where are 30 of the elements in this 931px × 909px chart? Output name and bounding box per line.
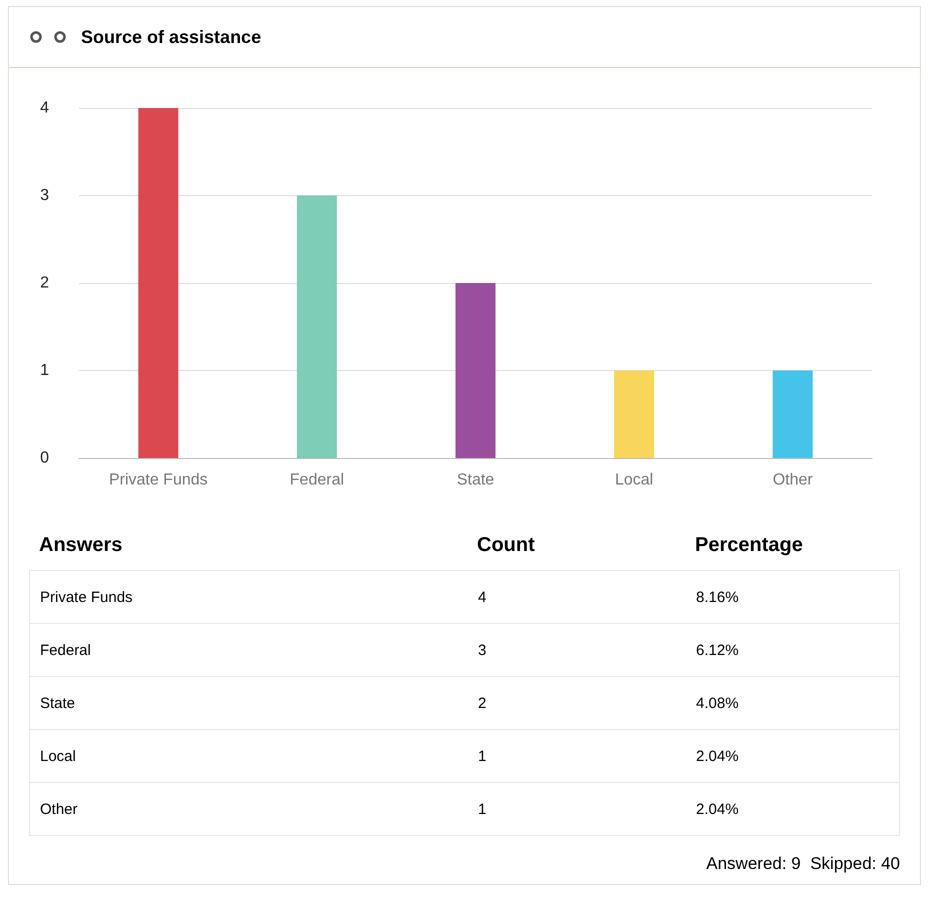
text: 4 bbox=[468, 570, 686, 624]
text: Answers bbox=[39, 534, 124, 556]
chart-title: Source of assistance bbox=[81, 26, 262, 48]
text: 6.12% bbox=[686, 624, 900, 676]
text: 3 bbox=[468, 624, 686, 676]
category-label: State bbox=[40, 694, 76, 712]
category-label: Private Funds bbox=[40, 588, 133, 606]
text: 2.04% bbox=[686, 782, 900, 836]
x-tick-label: Local bbox=[614, 472, 654, 488]
text: 2.04% bbox=[686, 730, 900, 782]
text: 8.16% bbox=[686, 570, 900, 624]
text: Answered: 9 Skipped: 40 bbox=[705, 854, 900, 874]
text: 1 bbox=[468, 782, 686, 836]
x-tick-label: Other bbox=[772, 472, 814, 488]
y-tick-label: 2 bbox=[40, 274, 50, 292]
text: Percentage bbox=[695, 534, 803, 556]
y-tick-label: 4 bbox=[40, 100, 50, 116]
category-label: Other bbox=[40, 800, 78, 818]
x-tick-label: Private Funds bbox=[108, 472, 208, 488]
category-label: Local bbox=[40, 748, 76, 764]
text: Count bbox=[477, 534, 536, 556]
y-tick-label: 0 bbox=[40, 450, 50, 466]
y-tick-label: 3 bbox=[40, 187, 50, 204]
text: 1 bbox=[468, 730, 686, 782]
x-tick-label: Federal bbox=[290, 472, 344, 488]
text: 4.08% bbox=[686, 676, 900, 730]
x-tick-label: State bbox=[456, 472, 494, 488]
category-label: Federal bbox=[40, 642, 91, 658]
y-tick-label: 1 bbox=[40, 362, 50, 379]
text: 2 bbox=[468, 676, 686, 730]
